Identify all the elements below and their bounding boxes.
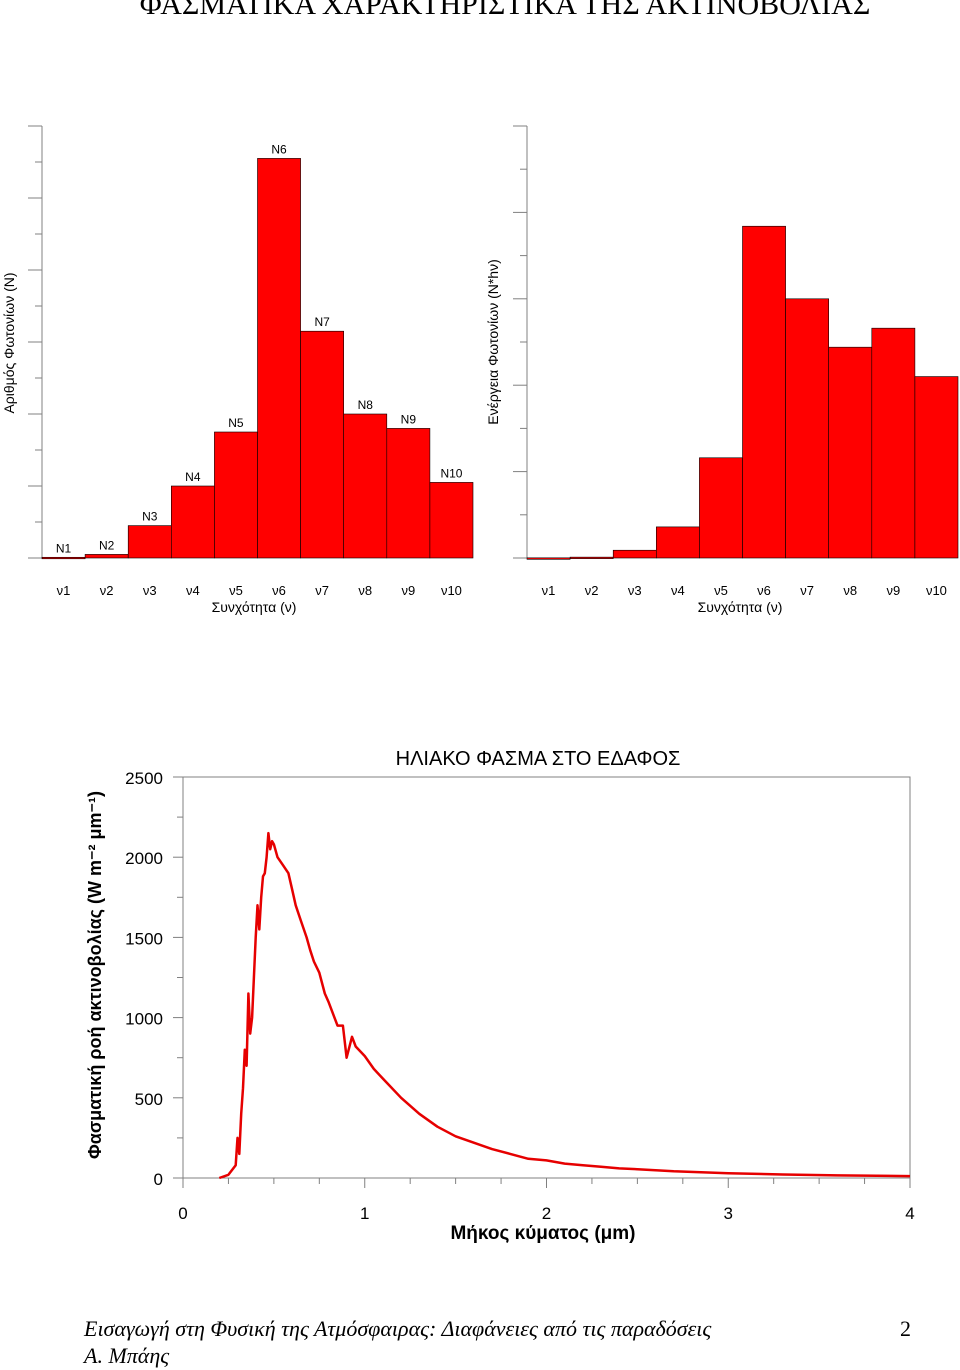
bar-ν1 [526,557,571,560]
solar-spectrum-x-axis-label: Μήκος κύματος (μm) [450,1223,635,1244]
x-tick-label: ν6 [272,583,286,598]
photon-number-chart: N1 N2 N3 N4 N5 N6 N7 N8 N9 N10 ν1 ν2 ν3 ν4 ν5 ν6 ν7 ν8 ν9… [1,125,474,615]
bar-ν10 [429,482,474,559]
bar-ν10 [914,376,959,559]
solar-spectrum-line [218,831,911,1180]
bar-ν4 [171,485,215,559]
x-tick-label: ν1 [542,583,556,598]
x-tick-label: ν4 [186,583,200,598]
bar-ν5 [699,457,743,559]
photon-number-bar-labels: N1 N2 N3 N4 N5 N6 N7 N8 N9 N10 [56,142,463,555]
bar-label: N2 [99,538,115,552]
x-tick-label: ν2 [585,583,599,598]
x-tick-label: ν10 [926,583,947,598]
bar-ν4 [655,526,700,559]
x-tick-label: 3 [724,1204,733,1223]
bar-label: N9 [401,412,417,426]
bar-ν5 [214,431,258,559]
photon-number-x-tick-labels: ν1 ν2 ν3 ν4 ν5 ν6 ν7 ν8 ν9 ν10 [57,583,462,598]
bar-ν7 [785,298,829,559]
bar-ν1 [41,556,86,560]
bar-ν2 [84,554,129,559]
solar-spectrum-x-tick-labels: 0 1 2 3 4 [178,1204,914,1223]
photon-number-y-axis [28,125,43,559]
y-tick-label: 500 [135,1090,163,1109]
y-tick-label: 1500 [125,929,163,948]
x-tick-label: ν4 [671,583,685,598]
solar-spectrum-axes [173,776,911,1188]
bar-label: N10 [440,466,462,480]
photon-number-x-axis-label: Συνχότητα (ν) [212,599,297,615]
bar-label: N4 [185,470,201,484]
bar-ν3 [127,525,172,559]
bar-ν6 [742,225,786,559]
bar-label: N1 [56,541,72,555]
photon-energy-y-axis-label: Ενέργεια Φωτονίων (Ν*hν) [485,259,501,425]
y-tick-label: 1000 [125,1010,163,1029]
photon-number-y-axis-label: Αριθμός Φωτονίων (Ν) [1,272,17,413]
bar-label: N6 [271,142,287,156]
photon-energy-chart: ν1 ν2 ν3 ν4 ν5 ν6 ν7 ν8 ν9 ν10 Συνχότητα (ν) Ενέρ… [485,125,959,615]
photon-energy-x-axis-label: Συνχότητα (ν) [698,599,783,615]
footer-course-title: Εισαγωγή στη Φυσική της Ατμόσφαιρας: Δια… [84,1316,712,1341]
x-tick-label: ν5 [714,583,728,598]
photon-energy-x-tick-labels: ν1 ν2 ν3 ν4 ν5 ν6 ν7 ν8 ν9 ν10 [542,583,947,598]
x-tick-label: ν10 [441,583,462,598]
bar-ν6 [257,158,301,559]
x-tick-label: 2 [542,1204,551,1223]
x-tick-label: ν9 [401,583,415,598]
photon-number-bars [41,158,474,560]
x-tick-label: ν9 [886,583,900,598]
x-tick-label: ν5 [229,583,243,598]
solar-spectrum-title: ΗΛΙΑΚΟ ΦΑΣΜΑ ΣΤΟ ΕΔΑΦΟΣ [396,748,681,770]
photon-energy-bars [526,225,959,560]
bar-ν8 [828,346,873,559]
solar-spectrum-chart: ΗΛΙΑΚΟ ΦΑΣΜΑ ΣΤΟ ΕΔΑΦΟΣ 0 500 1000 1500 2000… [85,748,915,1244]
page-number: 2 [900,1316,911,1341]
x-tick-label: ν3 [143,583,157,598]
y-tick-label: 2500 [125,769,163,788]
x-tick-label: 1 [360,1204,369,1223]
plot-frame [182,776,911,1179]
bar-label: N3 [142,510,158,524]
bar-ν9 [386,428,431,559]
x-tick-label: 0 [178,1204,187,1223]
x-tick-label: ν7 [315,583,329,598]
x-tick-label: ν3 [628,583,642,598]
bar-ν7 [300,330,345,559]
bar-ν2 [569,556,614,559]
bar-ν8 [343,413,388,559]
solar-spectrum-y-axis-label: Φασματική ροή ακτινοβολίας (W m⁻² μm⁻¹) [85,791,105,1159]
x-tick-label: ν1 [57,583,71,598]
bar-label: N5 [228,416,244,430]
x-tick-label: ν7 [800,583,814,598]
x-tick-label: ν8 [843,583,857,598]
bar-ν9 [871,327,916,559]
footer-author: Α. Μπάης [84,1343,170,1368]
solar-spectrum-y-tick-labels: 0 500 1000 1500 2000 2500 [125,769,163,1189]
bar-label: N7 [314,315,330,329]
bar-label: N8 [358,398,374,412]
page-title: ΦΑΣΜΑΤΙΚΑ ΧΑΡΑΚΤΗΡΙΣΤΙΚΑ ΤΗΣ ΑΚΤΙΝΟΒΟΛΙΑ… [139,0,871,21]
bar-ν3 [612,549,657,559]
x-tick-label: ν8 [358,583,372,598]
photon-energy-y-axis [513,125,528,559]
y-tick-label: 2000 [125,849,163,868]
x-tick-label: ν6 [757,583,771,598]
x-tick-label: ν2 [100,583,114,598]
x-tick-label: 4 [905,1204,914,1223]
y-tick-label: 0 [154,1170,163,1189]
